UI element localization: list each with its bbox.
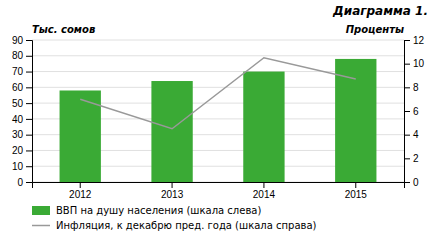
bar <box>151 81 192 182</box>
x-tick: 2012 <box>69 182 92 200</box>
y2-tick: 6 <box>404 106 419 117</box>
tick-mark <box>26 72 32 73</box>
tick-mark <box>80 182 81 188</box>
y-tick: 40 <box>12 114 32 125</box>
tick-mark <box>404 111 410 112</box>
y-tick: 90 <box>12 35 32 46</box>
y2-tick: 0 <box>404 177 419 188</box>
y-tick: 60 <box>12 82 32 93</box>
legend-swatch <box>32 225 50 227</box>
tick-mark <box>26 87 32 88</box>
axis-line <box>33 183 405 189</box>
y-axis-label: Тыс. сомов <box>32 24 95 35</box>
y2-tick: 2 <box>404 153 419 164</box>
x-axis: 2012 2013 2014 2015 <box>33 182 405 200</box>
grid-line <box>32 55 404 56</box>
tick-label: 80 <box>12 50 24 61</box>
y-tick: 30 <box>12 129 32 140</box>
tick-label: 40 <box>12 114 24 125</box>
tick-mark <box>26 40 32 41</box>
tick-mark <box>26 135 32 136</box>
tick-mark <box>404 135 410 136</box>
legend: ВВП на душу населения (шкала слева) Инфля… <box>32 205 317 231</box>
tick-mark <box>404 158 410 159</box>
tick-label: 2014 <box>253 189 276 200</box>
title: Диаграмма 1. <box>332 4 428 18</box>
axis-line <box>405 41 411 183</box>
tick-label: 4 <box>413 129 419 140</box>
legend-swatch <box>32 206 50 215</box>
tick-mark <box>355 182 356 188</box>
tick-label: 0 <box>17 177 23 188</box>
tick-mark <box>404 182 410 183</box>
x-tick: 2013 <box>161 182 184 200</box>
y-tick: 10 <box>12 161 32 172</box>
marks <box>60 58 377 182</box>
tick-mark <box>26 119 32 120</box>
grid <box>32 40 404 182</box>
y-axis: 0 10 20 30 40 50 60 70 80 90 <box>12 35 33 188</box>
plot: 2012 2013 2014 2015 0 10 20 30 40 50 60 70 80 90 0 2 4 6 8… <box>12 35 425 200</box>
y2-tick: 12 <box>404 35 425 46</box>
tick-mark <box>404 87 410 88</box>
x-tick: 2015 <box>345 182 368 200</box>
y-tick: 70 <box>12 66 32 77</box>
chart: Диаграмма 1.Тыс. сомовПроценты2012201320… <box>0 0 434 240</box>
tick-mark <box>172 182 173 188</box>
tick-label: 50 <box>12 98 24 109</box>
tick-label: 6 <box>413 106 419 117</box>
tick-label: 90 <box>12 35 24 46</box>
tick-mark <box>26 103 32 104</box>
line <box>80 58 356 129</box>
y2-tick: 4 <box>404 129 419 140</box>
y2-tick: 8 <box>404 82 419 93</box>
tick-mark <box>26 166 32 167</box>
tick-mark <box>263 182 264 188</box>
tick-label: 12 <box>413 35 425 46</box>
legend-item: ВВП на душу населения (шкала слева) <box>32 205 261 216</box>
bar <box>243 72 284 182</box>
axis-line <box>26 41 33 183</box>
tick-label: 60 <box>12 82 24 93</box>
y2-axis: 0 2 4 6 8 10 12 <box>404 35 425 188</box>
x-tick: 2014 <box>253 182 276 200</box>
bar <box>335 59 376 182</box>
tick-mark <box>404 40 410 41</box>
tick-label: 30 <box>12 129 24 140</box>
y-tick: 0 <box>17 177 32 188</box>
grid-line <box>32 40 404 41</box>
tick-mark <box>26 150 32 151</box>
tick-label: 70 <box>12 66 24 77</box>
legend-label: Инфляция, к декабрю пред. года (шкала сп… <box>56 220 317 231</box>
tick-label: 2 <box>413 153 419 164</box>
y-tick: 80 <box>12 50 32 61</box>
tick-label: 20 <box>12 145 24 156</box>
tick-mark <box>404 64 410 65</box>
y2-axis-label: Проценты <box>346 24 404 35</box>
tick-label: 8 <box>413 82 419 93</box>
y2-tick: 10 <box>404 58 425 69</box>
tick-label: 10 <box>12 161 24 172</box>
tick-mark <box>26 182 32 183</box>
tick-label: 10 <box>413 58 425 69</box>
tick-mark <box>26 56 32 57</box>
y-tick: 20 <box>12 145 32 156</box>
tick-label: 0 <box>413 177 419 188</box>
tick-label: 2015 <box>345 189 368 200</box>
legend-item: Инфляция, к декабрю пред. года (шкала сп… <box>32 220 317 231</box>
y-tick: 50 <box>12 98 32 109</box>
tick-label: 2013 <box>161 189 184 200</box>
tick-label: 2012 <box>69 189 92 200</box>
legend-label: ВВП на душу населения (шкала слева) <box>56 205 261 216</box>
